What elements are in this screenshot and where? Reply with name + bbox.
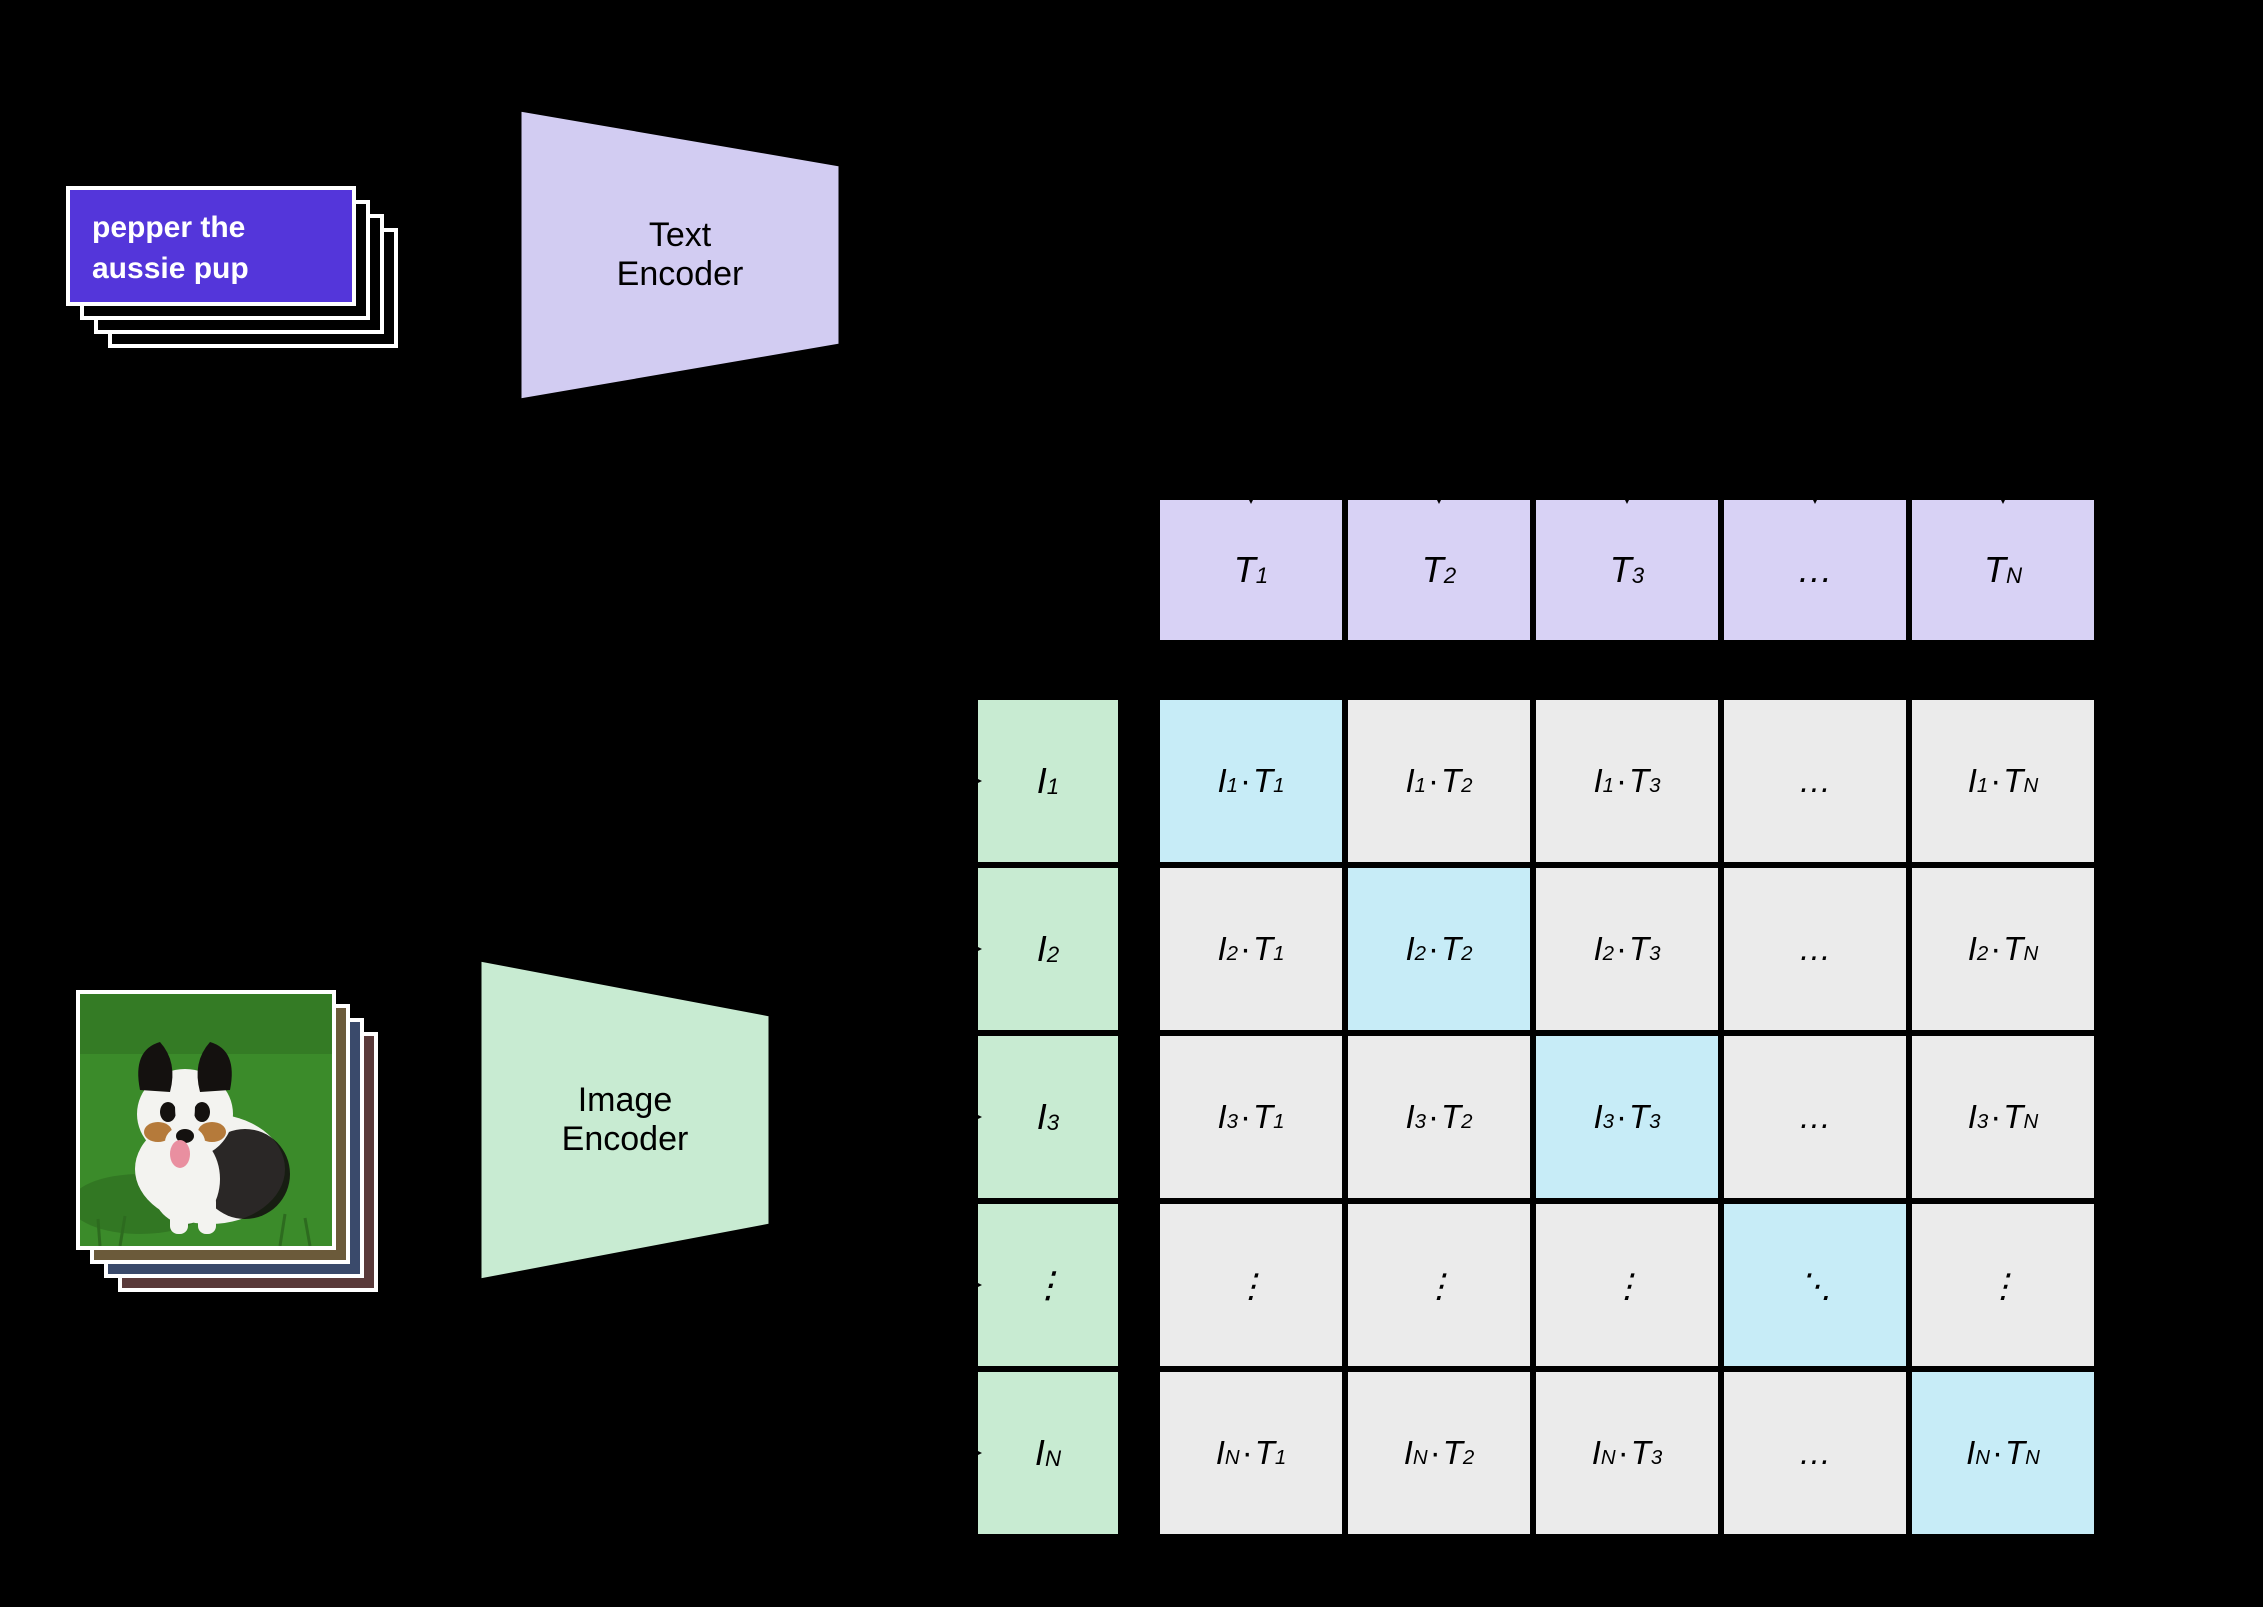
text-encoder-label: TextEncoder bbox=[617, 216, 744, 294]
matrix-cell: IN·T3 bbox=[1536, 1372, 1718, 1534]
t-header-cell: TN bbox=[1912, 500, 2094, 640]
i-header-cell: IN bbox=[978, 1372, 1118, 1534]
matrix-cell: ⋮ bbox=[1536, 1204, 1718, 1366]
matrix-cell: … bbox=[1724, 1372, 1906, 1534]
i-header-cell: I3 bbox=[978, 1036, 1118, 1198]
image-input-card bbox=[76, 990, 336, 1250]
i-header-cell: I2 bbox=[978, 868, 1118, 1030]
matrix-cell: I2·T3 bbox=[1536, 868, 1718, 1030]
image-encoder-block: ImageEncoder bbox=[480, 960, 770, 1280]
matrix-cell: I3·T2 bbox=[1348, 1036, 1530, 1198]
matrix-cell: ⋮ bbox=[1348, 1204, 1530, 1366]
matrix-cell-diagonal: ⋱ bbox=[1724, 1204, 1906, 1366]
text-input-stack: pepper theaussie pup bbox=[66, 186, 398, 348]
matrix-cell: I1·TN bbox=[1912, 700, 2094, 862]
matrix-cell: I1·T2 bbox=[1348, 700, 1530, 862]
clip-diagram: { "title": { "text": "(1) Contrastive pr… bbox=[0, 0, 2263, 1607]
matrix-cell: ⋮ bbox=[1912, 1204, 2094, 1366]
i-header-cell: I1 bbox=[978, 700, 1118, 862]
matrix-cell-diagonal: IN·TN bbox=[1912, 1372, 2094, 1534]
image-encoder-label: ImageEncoder bbox=[562, 1081, 689, 1159]
matrix-cell: I3·TN bbox=[1912, 1036, 2094, 1198]
matrix-cell-diagonal: I2·T2 bbox=[1348, 868, 1530, 1030]
matrix-cell: IN·T2 bbox=[1348, 1372, 1530, 1534]
matrix-cell: I2·TN bbox=[1912, 868, 2094, 1030]
t-header-cell: T1 bbox=[1160, 500, 1342, 640]
matrix-cell: IN·T1 bbox=[1160, 1372, 1342, 1534]
t-header-cell: T2 bbox=[1348, 500, 1530, 640]
matrix-cell: ⋮ bbox=[1160, 1204, 1342, 1366]
matrix-cell-diagonal: I3·T3 bbox=[1536, 1036, 1718, 1198]
text-input-card: pepper theaussie pup bbox=[66, 186, 356, 306]
matrix-cell: I3·T1 bbox=[1160, 1036, 1342, 1198]
matrix-cell-diagonal: I1·T1 bbox=[1160, 700, 1342, 862]
matrix-cell: I1·T3 bbox=[1536, 700, 1718, 862]
matrix-cell: … bbox=[1724, 868, 1906, 1030]
text-encoder-block: TextEncoder bbox=[520, 110, 840, 400]
matrix-cell: … bbox=[1724, 1036, 1906, 1198]
matrix-cell: … bbox=[1724, 700, 1906, 862]
section-title: (1) Contrastive pre-training bbox=[58, 32, 558, 80]
image-input-stack bbox=[76, 990, 378, 1292]
i-header-cell: ⋮ bbox=[978, 1204, 1118, 1366]
matrix-cell: I2·T1 bbox=[1160, 868, 1342, 1030]
t-header-cell: … bbox=[1724, 500, 1906, 640]
t-header-cell: T3 bbox=[1536, 500, 1718, 640]
